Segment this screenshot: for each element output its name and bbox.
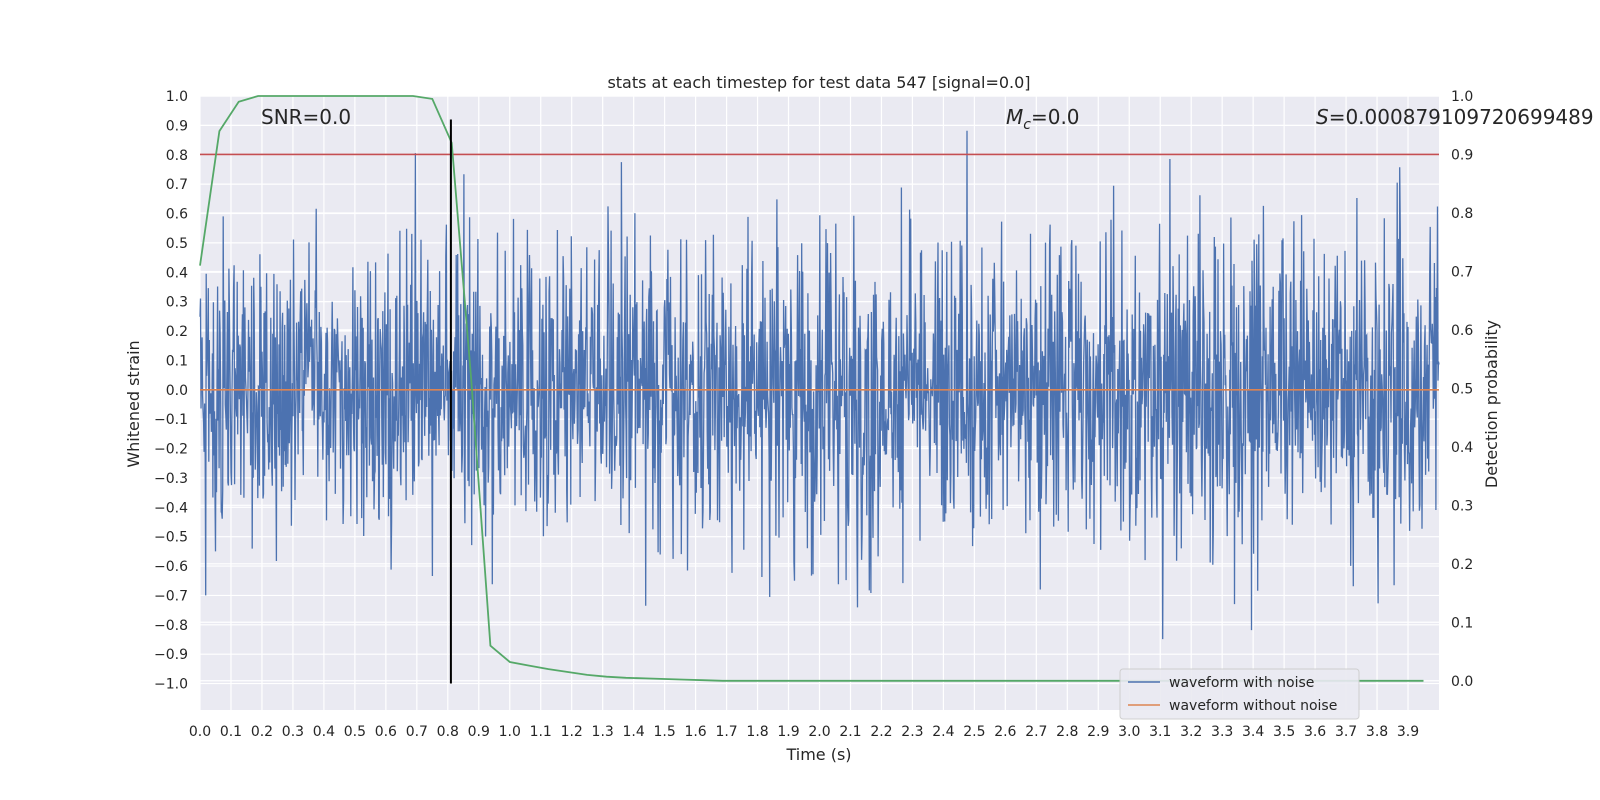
- x-tick-label: 2.9: [1087, 724, 1109, 740]
- y-tick-label: 0.4: [166, 265, 188, 281]
- y-tick-label: 0.0: [166, 383, 188, 399]
- series-lines: [199, 95, 1439, 684]
- x-tick-label: 3.7: [1335, 724, 1357, 740]
- x-tick-label: 2.3: [901, 724, 923, 740]
- x-tick-label: 1.1: [530, 724, 552, 740]
- x-tick-label: 1.6: [684, 724, 706, 740]
- y-tick-label: 0.3: [166, 295, 188, 311]
- y-tick-label: −0.5: [154, 530, 188, 546]
- y-right-tick-label: 0.2: [1451, 557, 1473, 573]
- detection-probability-line: [199, 95, 1424, 682]
- y-tick-label: 0.9: [166, 118, 188, 134]
- y-tick-label: −0.9: [154, 647, 188, 663]
- x-tick-label: 3.1: [1149, 724, 1171, 740]
- x-tick-label: 0.4: [313, 724, 335, 740]
- x-tick-label: 0.8: [437, 724, 459, 740]
- legend-box: [1119, 668, 1360, 720]
- legend-label-noise: waveform with noise: [1169, 675, 1314, 691]
- noise-waveform-line: [199, 130, 1440, 640]
- x-tick-label: 3.8: [1366, 724, 1388, 740]
- y-right-tick-label: 0.8: [1451, 206, 1473, 222]
- x-tick-label: 0.3: [282, 724, 304, 740]
- series-waveform-with-noise: [199, 130, 1440, 640]
- y-tick-label: 0.1: [166, 353, 188, 369]
- x-tick-label: 2.4: [932, 724, 954, 740]
- x-axis-label: Time (s): [785, 745, 851, 764]
- x-tick-labels: 0.0 0.1 0.2 0.3 0.4 0.5 0.6 0.7 0.8 0.9 1.0 1.1 1.2 1…: [189, 724, 1419, 740]
- x-tick-label: 1.0: [499, 724, 521, 740]
- x-tick-label: 0.0: [189, 724, 211, 740]
- x-tick-label: 3.4: [1242, 724, 1264, 740]
- y-tick-label: −0.1: [154, 412, 188, 428]
- x-tick-label: 3.3: [1211, 724, 1233, 740]
- y-tick-label: −0.8: [154, 618, 188, 634]
- y-axis-label: Whitened strain: [124, 340, 143, 467]
- x-tick-label: 2.7: [1025, 724, 1047, 740]
- x-tick-label: 1.8: [746, 724, 768, 740]
- x-tick-label: 1.7: [715, 724, 737, 740]
- y-right-tick-label: 0.0: [1451, 674, 1473, 690]
- x-tick-label: 2.0: [808, 724, 830, 740]
- y-right-tick-label: 0.9: [1451, 147, 1473, 163]
- y-right-tick-label: 0.6: [1451, 323, 1473, 339]
- x-tick-label: 3.6: [1304, 724, 1326, 740]
- legend: waveform with noise waveform without noi…: [1119, 668, 1360, 720]
- x-tick-label: 3.2: [1180, 724, 1202, 740]
- y-tick-label: 0.2: [166, 324, 188, 340]
- y-tick-label: −0.6: [154, 559, 188, 575]
- legend-label-clean: waveform without noise: [1169, 698, 1337, 714]
- y-tick-labels: 1.0 0.9 0.8 0.7 0.6 0.5 0.4 0.3 0.2 0.1 0.0 −0.1 −0.…: [154, 89, 188, 693]
- x-tick-label: 0.7: [406, 724, 428, 740]
- y-right-tick-labels: 1.0 0.9 0.8 0.7 0.6 0.5 0.4 0.3 0.2 0.1 0.0: [1451, 89, 1473, 690]
- x-tick-label: 0.5: [344, 724, 366, 740]
- y-tick-label: 1.0: [166, 89, 188, 105]
- x-tick-label: 0.9: [468, 724, 490, 740]
- y-tick-label: 0.6: [166, 207, 188, 223]
- y-tick-label: −0.7: [154, 588, 188, 604]
- s-annotation: S=0.000879109720699489: [1316, 105, 1594, 129]
- y-right-tick-label: 1.0: [1451, 89, 1473, 105]
- x-tick-label: 2.5: [963, 724, 985, 740]
- mc-annotation: Mc=0.0: [1006, 105, 1080, 133]
- y-right-tick-label: 0.1: [1451, 615, 1473, 631]
- chart-title: stats at each timestep for test data 547…: [607, 73, 1030, 92]
- x-tick-label: 1.5: [653, 724, 675, 740]
- x-tick-label: 3.0: [1118, 724, 1140, 740]
- y-tick-label: −0.3: [154, 471, 188, 487]
- y-tick-label: 0.5: [166, 236, 188, 252]
- x-tick-label: 2.8: [1056, 724, 1078, 740]
- x-tick-label: 0.6: [375, 724, 397, 740]
- x-tick-label: 2.2: [870, 724, 892, 740]
- y-tick-label: −0.2: [154, 442, 188, 458]
- x-tick-label: 1.2: [561, 724, 583, 740]
- y-right-axis-label: Detection probability: [1482, 320, 1501, 488]
- x-tick-label: 1.9: [777, 724, 799, 740]
- x-tick-label: 0.1: [220, 724, 242, 740]
- x-tick-label: 1.3: [592, 724, 614, 740]
- x-tick-label: 3.5: [1273, 724, 1295, 740]
- snr-annotation: SNR=0.0: [261, 105, 351, 129]
- y-tick-label: −1.0: [154, 677, 188, 693]
- x-tick-label: 3.9: [1397, 724, 1419, 740]
- y-tick-label: −0.4: [154, 500, 188, 516]
- x-tick-label: 0.2: [251, 724, 273, 740]
- x-tick-label: 1.4: [623, 724, 645, 740]
- x-tick-label: 2.6: [994, 724, 1016, 740]
- y-right-tick-label: 0.5: [1451, 381, 1473, 397]
- y-tick-label: 0.8: [166, 148, 188, 164]
- y-right-tick-label: 0.3: [1451, 498, 1473, 514]
- x-tick-label: 2.1: [839, 724, 861, 740]
- y-right-tick-label: 0.4: [1451, 440, 1473, 456]
- y-right-tick-label: 0.7: [1451, 264, 1473, 280]
- y-tick-label: 0.7: [166, 177, 188, 193]
